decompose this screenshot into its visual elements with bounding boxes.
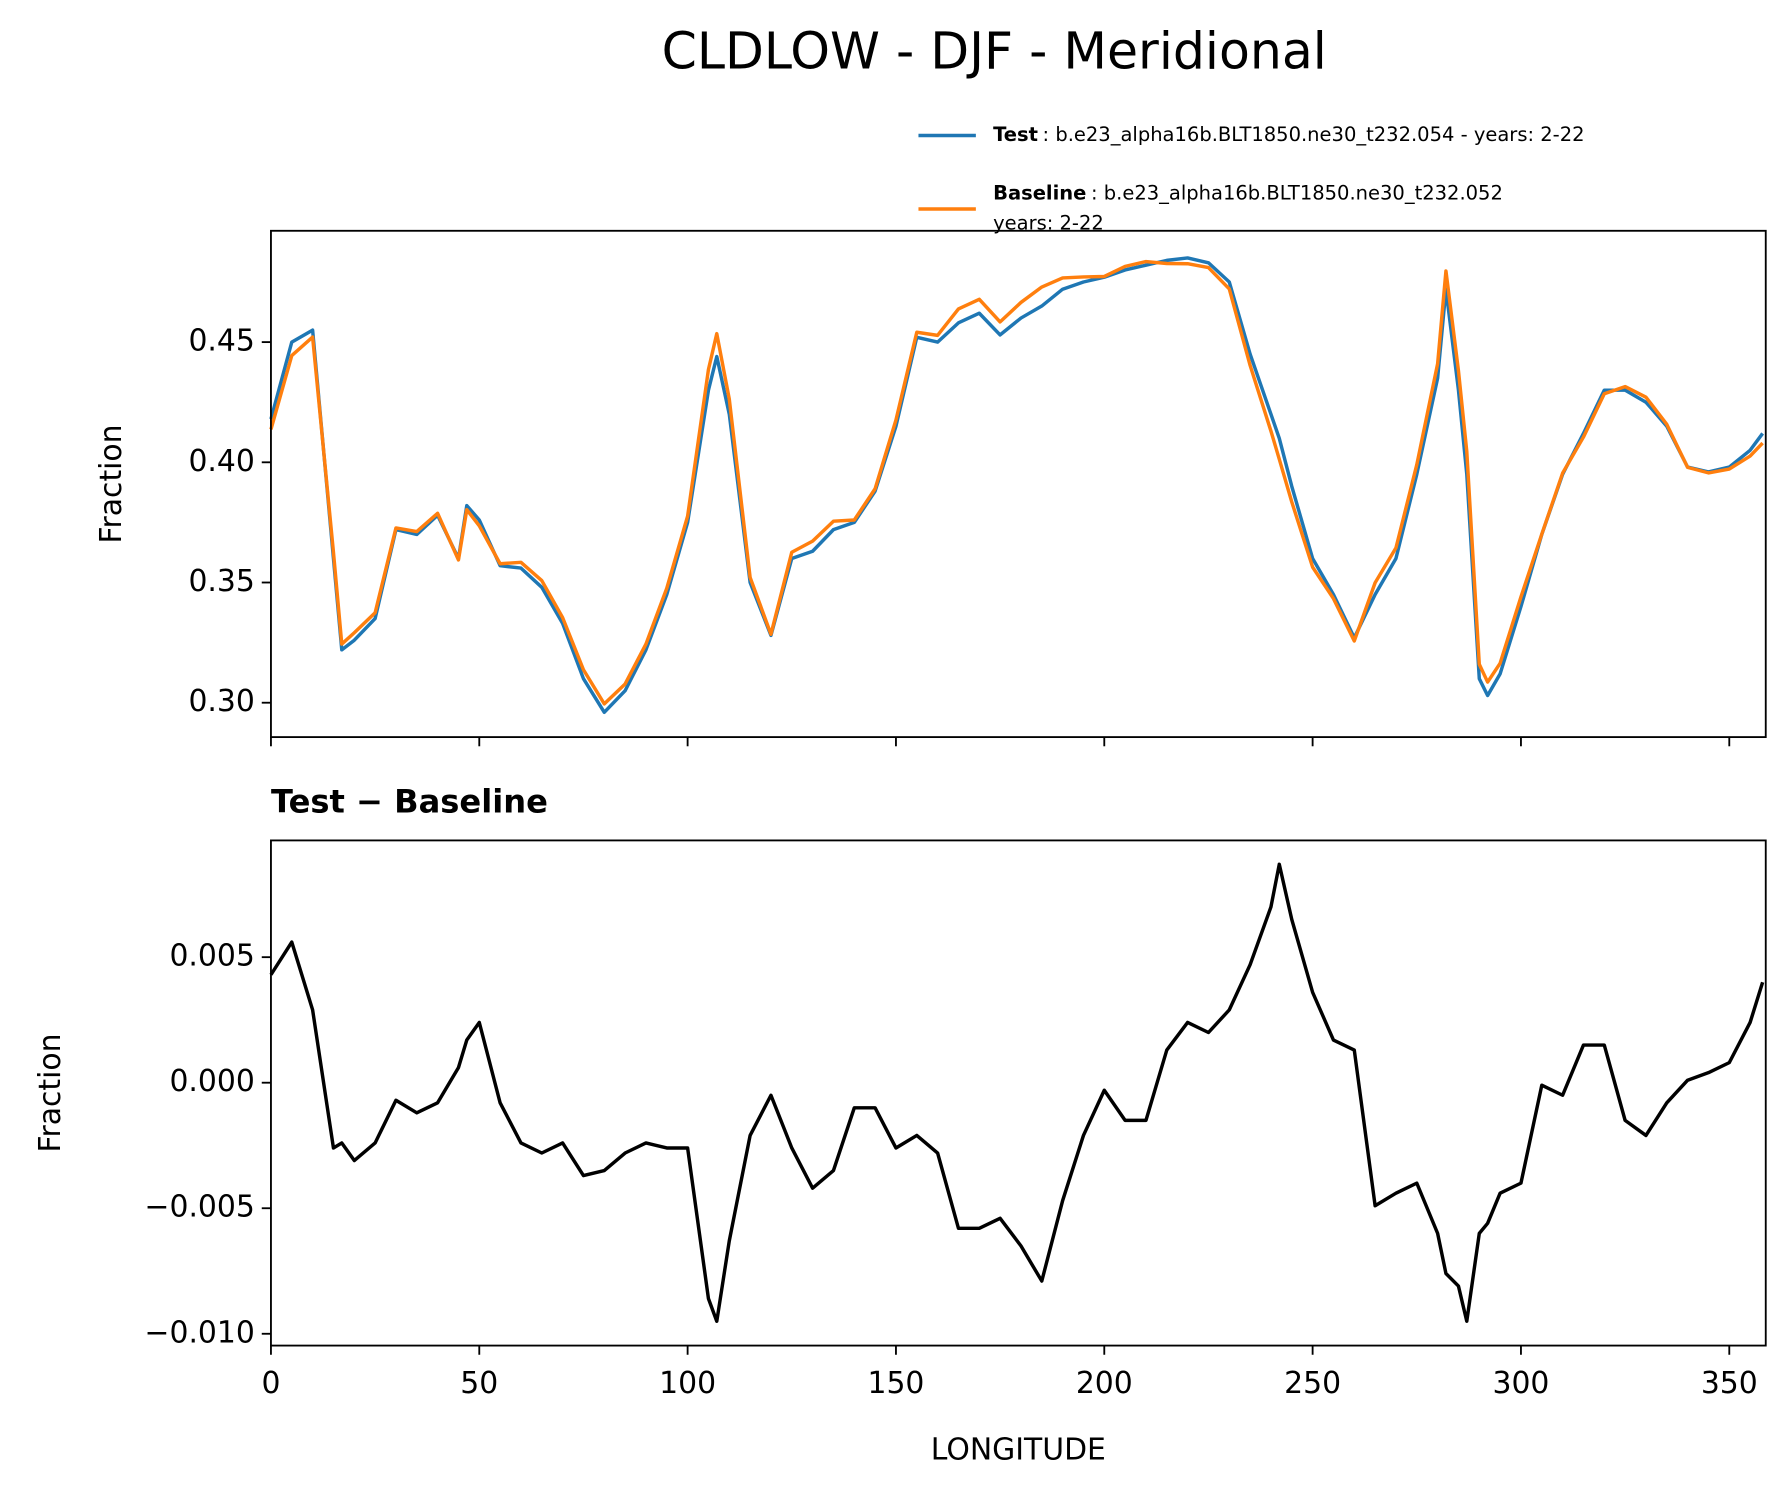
y-tick-label: −0.010	[144, 1315, 254, 1350]
x-tick-label: 100	[659, 1366, 716, 1401]
y-tick-label: 0.35	[188, 564, 254, 599]
x-tick-label: 50	[460, 1366, 498, 1401]
x-tick-label: 0	[261, 1366, 280, 1401]
y-tick-label: 0.30	[188, 684, 254, 719]
x-tick-label: 300	[1492, 1366, 1549, 1401]
y-tick-label: −0.005	[144, 1190, 254, 1225]
y-tick-label: 0.40	[188, 444, 254, 479]
y-tick-label: 0.005	[169, 939, 254, 974]
data-line	[269, 259, 1764, 706]
plot-frame	[270, 839, 1767, 1347]
subplot-title: Test − Baseline	[271, 783, 548, 821]
x-tick-label: 250	[1284, 1366, 1341, 1401]
legend-label: : b.e23_alpha16b.BLT1850.ne30_t232.054 -…	[1043, 123, 1585, 146]
x-tick-label: 150	[867, 1366, 924, 1401]
x-axis-label: LONGITUDE	[931, 1433, 1106, 1468]
y-axis-label: Fraction	[33, 1033, 68, 1152]
legend-name: Test	[993, 123, 1038, 146]
y-tick-label: 0.000	[169, 1064, 254, 1099]
legend-label: : b.e23_alpha16b.BLT1850.ne30_t232.052	[1091, 182, 1503, 205]
x-tick-label: 200	[1076, 1366, 1133, 1401]
y-tick-label: 0.45	[188, 324, 254, 359]
chart-title: CLDLOW - DJF - Meridional	[662, 22, 1327, 81]
data-line	[269, 862, 1765, 1323]
legend-name: Baseline	[993, 182, 1086, 205]
data-line	[269, 256, 1765, 715]
y-axis-label: Fraction	[94, 424, 129, 543]
x-tick-label: 350	[1701, 1366, 1758, 1401]
legend-label: years: 2-22	[993, 211, 1104, 234]
plot-frame	[270, 229, 1767, 739]
